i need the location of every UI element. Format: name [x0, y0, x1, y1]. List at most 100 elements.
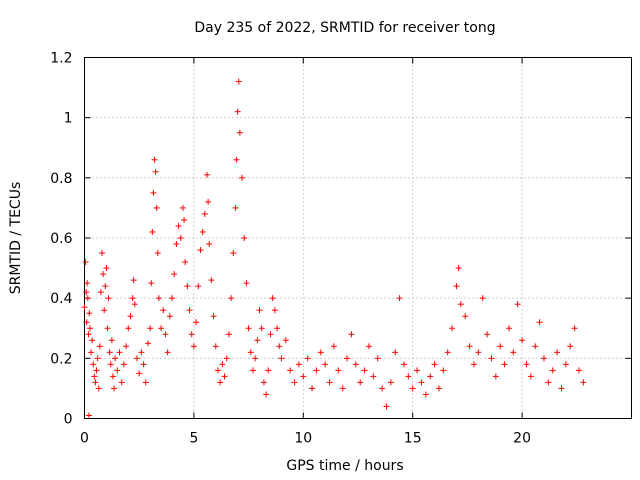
data-point [287, 367, 294, 374]
data-point [193, 319, 200, 326]
data-point [184, 283, 191, 290]
data-point [405, 373, 412, 380]
data-point [313, 367, 320, 374]
data-point [94, 355, 101, 362]
data-point [449, 325, 456, 332]
data-point [523, 361, 530, 368]
data-point [344, 355, 351, 362]
data-point [239, 174, 246, 181]
data-point [105, 295, 112, 302]
data-point [488, 355, 495, 362]
x-tick-label: 20 [513, 431, 531, 447]
data-point [322, 361, 329, 368]
data-point [136, 370, 143, 377]
data-point [254, 337, 261, 344]
data-point [100, 271, 107, 278]
data-point [212, 343, 219, 350]
data-point [175, 222, 182, 229]
data-point [263, 391, 270, 398]
data-point [164, 349, 171, 356]
data-point [147, 325, 154, 332]
data-point [93, 367, 100, 374]
data-point [104, 325, 111, 332]
data-point [278, 355, 285, 362]
data-point [422, 391, 429, 398]
data-point [131, 301, 138, 308]
grid-lines [84, 57, 632, 419]
data-point [129, 295, 136, 302]
data-point [97, 289, 104, 296]
data-point [84, 280, 91, 287]
data-point [92, 379, 99, 386]
data-point [317, 349, 324, 356]
data-point [169, 295, 176, 302]
data-point [236, 129, 243, 136]
data-point [466, 343, 473, 350]
data-point [144, 340, 151, 347]
data-point [91, 373, 98, 380]
data-point [148, 280, 155, 287]
data-point [396, 295, 403, 302]
data-point [155, 295, 162, 302]
data-point [116, 349, 123, 356]
data-point [120, 361, 127, 368]
data-point [225, 331, 232, 338]
y-tick-label: 0.8 [50, 171, 72, 187]
data-point [241, 235, 248, 241]
data-point [418, 379, 425, 386]
data-point [580, 379, 587, 386]
data-point [186, 307, 193, 314]
data-point [181, 216, 188, 223]
data-point [101, 307, 108, 314]
data-point [154, 250, 161, 257]
data-point [138, 349, 145, 356]
data-point [479, 295, 486, 302]
data-point [158, 325, 165, 332]
data-point [103, 265, 110, 272]
data-point [571, 325, 578, 332]
data-point [269, 295, 276, 302]
data-point [134, 355, 141, 362]
data-point [83, 319, 90, 326]
data-point [99, 250, 106, 257]
data-point [265, 367, 272, 374]
data-point [475, 349, 482, 356]
data-point [88, 349, 95, 356]
data-point [83, 289, 90, 296]
data-point [549, 367, 556, 374]
data-point [150, 189, 157, 196]
y-tick-labels: 0 0.2 0.4 0.6 0.8 1 1.2 [50, 51, 72, 428]
data-point [234, 108, 241, 115]
data-point [357, 379, 364, 386]
data-point [453, 283, 460, 290]
y-tick-label: 0.4 [50, 291, 72, 307]
data-point [204, 171, 211, 178]
data-point [114, 367, 121, 374]
data-point [532, 343, 539, 350]
data-point [109, 373, 116, 380]
data-point [309, 385, 316, 392]
data-point [392, 349, 399, 356]
data-point [414, 367, 421, 374]
axis-ticks [84, 57, 632, 419]
data-point [152, 168, 159, 175]
data-point [501, 361, 508, 368]
x-tick-labels: 0 5 10 15 20 [80, 431, 531, 447]
data-point [195, 283, 202, 290]
x-tick-label: 0 [80, 431, 89, 447]
data-point [85, 331, 92, 338]
data-point [89, 337, 96, 344]
data-point [527, 373, 534, 380]
data-point [85, 412, 92, 419]
data-point [505, 325, 512, 332]
data-point [300, 373, 307, 380]
data-point [427, 373, 434, 380]
data-point [197, 247, 204, 254]
data-point [140, 361, 147, 368]
data-point [219, 361, 226, 368]
data-point [188, 331, 195, 338]
data-point [510, 349, 517, 356]
data-point [166, 313, 173, 320]
data-point [149, 228, 156, 235]
data-point [252, 355, 259, 362]
